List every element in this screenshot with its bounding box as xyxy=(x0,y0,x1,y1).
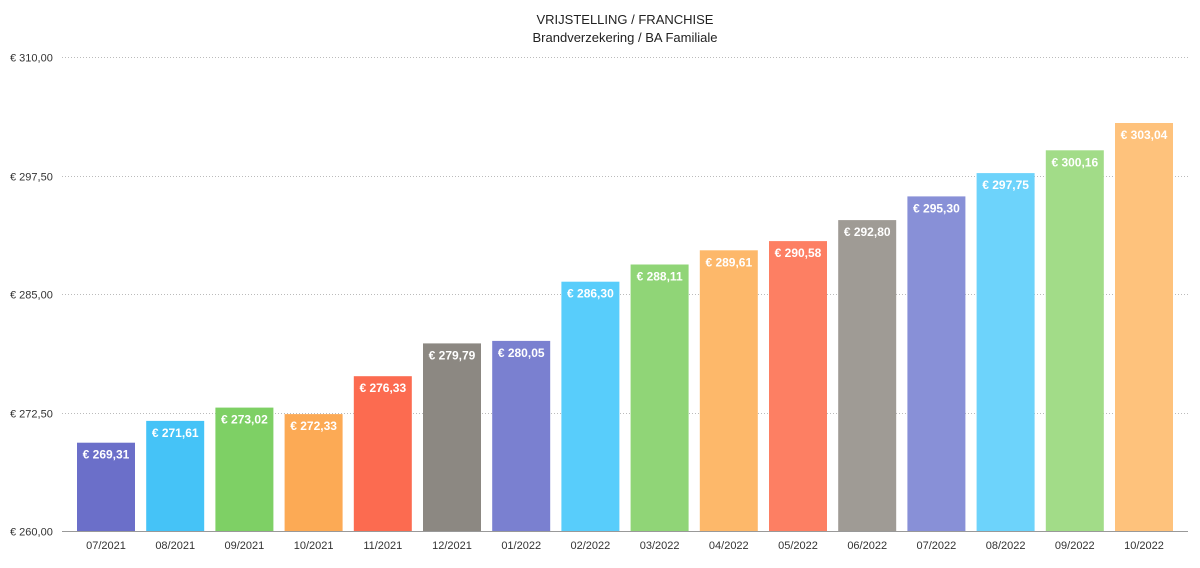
chart-title: VRIJSTELLING / FRANCHISE xyxy=(537,12,714,27)
x-tick-label: 10/2021 xyxy=(294,540,334,552)
y-tick-label: € 260,00 xyxy=(10,527,53,539)
bar xyxy=(423,343,481,531)
x-tick-label: 08/2021 xyxy=(155,540,195,552)
bar-data-label: € 276,33 xyxy=(359,381,406,395)
x-tick-label: 09/2022 xyxy=(1055,540,1095,552)
x-tick-label: 09/2021 xyxy=(225,540,265,552)
gridlines xyxy=(62,57,1188,532)
bar-data-label: € 269,31 xyxy=(83,448,130,462)
bar-data-label: € 280,05 xyxy=(498,346,545,360)
x-tick-label: 10/2022 xyxy=(1124,540,1164,552)
bar xyxy=(976,173,1035,531)
y-tick-label: € 272,50 xyxy=(10,409,53,421)
bar-data-label: € 303,04 xyxy=(1121,128,1168,142)
x-axis-ticks: 07/2021 08/2021 09/2021 10/2021 11/2021 12/20… xyxy=(86,540,1164,552)
x-tick-label: 12/2021 xyxy=(432,540,472,552)
bar-labels: € 269,31 € 271,61 € 273,02 € 272,33 € 276,33… xyxy=(83,128,1168,462)
x-tick-label: 04/2022 xyxy=(709,540,749,552)
chart-subtitle: Brandverzekering / BA Familiale xyxy=(533,30,718,45)
bar-data-label: € 292,80 xyxy=(844,225,891,239)
bar-data-label: € 279,79 xyxy=(429,348,476,362)
y-tick-label: € 285,00 xyxy=(10,290,53,302)
bar xyxy=(630,264,689,531)
bar xyxy=(77,442,135,531)
y-tick-label: € 310,00 xyxy=(10,53,53,65)
bar xyxy=(561,281,620,531)
bar xyxy=(492,340,551,531)
bar xyxy=(907,196,966,531)
bar xyxy=(146,420,205,531)
x-tick-label: 05/2022 xyxy=(778,540,818,552)
x-tick-label: 06/2022 xyxy=(847,540,887,552)
y-tick-label: € 297,50 xyxy=(10,172,53,184)
bar-data-label: € 272,33 xyxy=(290,419,337,433)
bars xyxy=(77,123,1173,532)
bar xyxy=(353,376,412,531)
bar xyxy=(1115,123,1173,531)
bar-data-label: € 289,61 xyxy=(705,255,752,269)
bar-data-label: € 288,11 xyxy=(637,270,683,284)
x-tick-label: 11/2021 xyxy=(363,540,402,552)
x-tick-label: 03/2022 xyxy=(640,540,680,552)
x-tick-label: 01/2022 xyxy=(501,540,541,552)
bar-data-label: € 271,61 xyxy=(152,426,199,440)
y-axis-ticks: € 260,00 € 272,50 € 285,00 € 297,50 € 310,00 xyxy=(10,53,53,539)
bar xyxy=(699,250,758,532)
x-tick-label: 08/2022 xyxy=(986,540,1026,552)
x-tick-label: 07/2022 xyxy=(917,540,957,552)
bar-data-label: € 273,02 xyxy=(221,413,268,427)
bar-data-label: € 286,30 xyxy=(567,287,614,301)
bar xyxy=(838,220,897,531)
bar xyxy=(769,241,827,531)
bar-data-label: € 300,16 xyxy=(1051,155,1098,169)
x-tick-label: 02/2022 xyxy=(571,540,611,552)
bar xyxy=(1045,150,1104,532)
bar xyxy=(284,414,343,531)
bar-data-label: € 290,58 xyxy=(775,246,822,260)
bar xyxy=(215,407,274,531)
x-tick-label: 07/2021 xyxy=(86,540,126,552)
bar-data-label: € 297,75 xyxy=(982,178,1029,192)
bar-data-label: € 295,30 xyxy=(913,201,960,215)
